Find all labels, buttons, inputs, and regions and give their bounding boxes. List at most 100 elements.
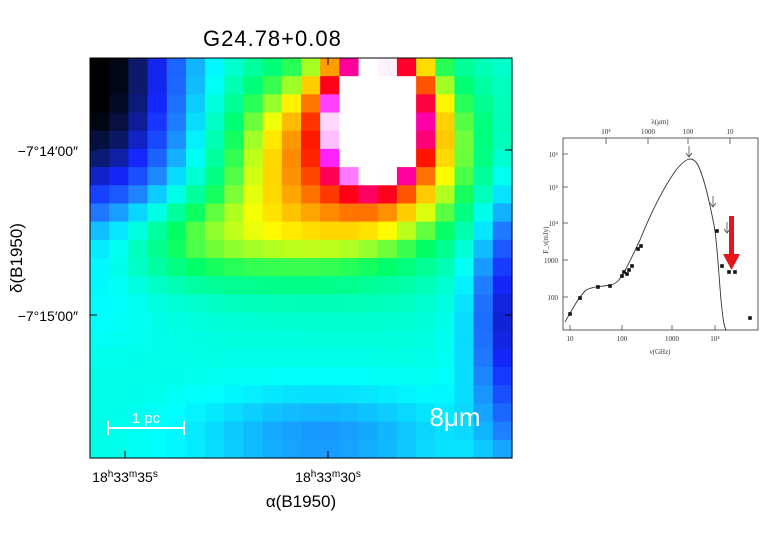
map-pixel — [396, 148, 417, 168]
sed-data-point — [608, 284, 612, 288]
map-pixel — [435, 239, 456, 259]
map-pixel — [320, 58, 340, 77]
map-pixel — [339, 203, 360, 223]
map-pixel — [339, 239, 360, 259]
map-pixel — [473, 239, 494, 259]
map-pixel — [416, 58, 436, 77]
map-pixel — [339, 385, 360, 405]
map-pixel — [396, 403, 417, 423]
map-pixel — [396, 258, 417, 277]
map-pixel — [147, 221, 168, 241]
map-pixel — [205, 203, 225, 223]
map-pixel — [492, 148, 513, 168]
map-pixel — [281, 76, 302, 95]
map-pixel — [377, 367, 398, 386]
map-pixel — [396, 385, 417, 405]
map-pixel — [301, 348, 321, 368]
map-pixel — [128, 148, 149, 168]
map-pixel — [128, 258, 149, 277]
map-pixel — [147, 330, 168, 350]
map-pixel — [396, 294, 417, 314]
map-pixel — [281, 330, 302, 350]
map-pixel — [147, 421, 168, 441]
map-pixel — [185, 348, 206, 368]
map-pixel — [262, 203, 283, 223]
map-pixel — [301, 258, 321, 277]
map-pixel — [281, 312, 302, 332]
map-pixel — [435, 148, 456, 168]
sed-x-label: ν(GHz) — [649, 348, 671, 356]
map-pixel — [473, 112, 494, 132]
map-pixel — [473, 330, 494, 350]
map-pixel — [377, 94, 398, 114]
map-pixel — [435, 167, 456, 186]
sed-upper-limit-arrows — [685, 146, 731, 234]
map-pixel — [473, 167, 494, 186]
map-pixel — [435, 276, 456, 295]
map-pixel — [166, 258, 187, 277]
map-pixel — [185, 439, 206, 459]
map-pixel — [339, 167, 360, 186]
map-pixel — [377, 403, 398, 423]
map-pixel — [224, 385, 245, 405]
map-pixel — [320, 239, 340, 259]
map-pixel — [281, 348, 302, 368]
map-pixel — [454, 76, 475, 95]
map-image — [90, 58, 513, 459]
map-pixel — [435, 367, 456, 386]
map-pixel — [224, 421, 245, 441]
sed-data-point — [622, 270, 626, 274]
map-pixel — [166, 348, 187, 368]
map-pixel — [473, 148, 494, 168]
map-pixel — [90, 348, 110, 368]
map-pixel — [109, 76, 129, 95]
map-pixel — [224, 348, 245, 368]
sed-data-point — [625, 272, 629, 276]
map-pixel — [435, 330, 456, 350]
map-pixel — [109, 167, 129, 186]
map-pixel — [224, 94, 245, 114]
map-pixel — [224, 403, 245, 423]
map-pixel — [416, 439, 436, 459]
map-pixel — [147, 239, 168, 259]
map-pixel — [492, 239, 513, 259]
map-pixel — [320, 130, 340, 150]
map-pixel — [147, 112, 168, 132]
map-pixel — [473, 130, 494, 150]
map-pixel — [262, 367, 283, 386]
map-pixel — [358, 76, 379, 95]
map-pixel — [262, 76, 283, 95]
map-pixel — [109, 294, 129, 314]
map-pixel — [90, 276, 110, 295]
map-pixel — [205, 94, 225, 114]
map-pixel — [339, 58, 360, 77]
sed-top-tick: 10⁴ — [601, 128, 611, 136]
map-pixel — [166, 276, 187, 295]
map-pixel — [339, 403, 360, 423]
map-pixel — [109, 112, 129, 132]
map-pixel — [396, 367, 417, 386]
map-pixel — [377, 148, 398, 168]
map-pixel — [416, 385, 436, 405]
map-pixel — [492, 439, 513, 459]
map-pixel — [224, 148, 245, 168]
sed-y-tick: 1000 — [544, 257, 559, 265]
map-pixel — [435, 421, 456, 441]
map-pixel — [416, 294, 436, 314]
map-pixel — [166, 239, 187, 259]
map-pixel — [90, 312, 110, 332]
highlight-arrow-icon — [723, 216, 740, 270]
map-pixel — [109, 203, 129, 223]
map-pixel — [224, 258, 245, 277]
sed-data-point — [620, 274, 624, 278]
map-pixel — [301, 221, 321, 241]
map-pixel — [243, 239, 264, 259]
map-pixel — [147, 276, 168, 295]
map-pixel — [454, 167, 475, 186]
map-pixel — [454, 203, 475, 223]
map-pixel — [224, 312, 245, 332]
map-pixel — [473, 294, 494, 314]
map-pixel — [358, 130, 379, 150]
map-pixel — [147, 385, 168, 405]
